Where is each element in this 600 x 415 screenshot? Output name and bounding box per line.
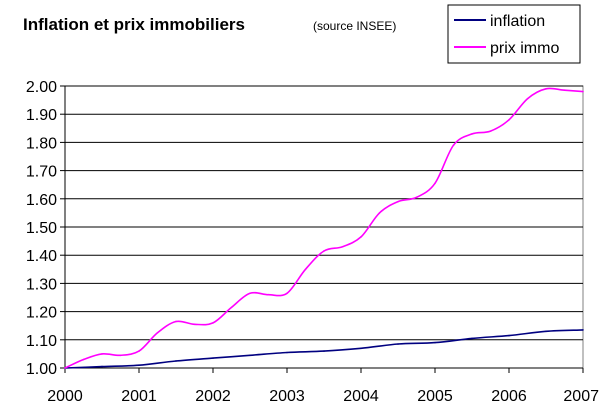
data-point-prix-immo — [156, 331, 159, 334]
x-tick-label: 2002 — [195, 388, 231, 405]
y-axis: 1.00 1.10 1.20 1.30 1.40 1.50 1.60 1.70 1.80 1.90… — [26, 79, 66, 378]
data-point-prix-immo — [175, 320, 177, 323]
x-tick-label: 2004 — [343, 388, 379, 405]
series-lines — [64, 87, 584, 369]
legend-label-inflation: inflation — [490, 13, 545, 30]
data-point-inflation — [212, 357, 214, 359]
x-tick-label: 2005 — [417, 388, 453, 405]
x-tick-label: 2000 — [47, 388, 83, 405]
data-point-inflation — [545, 330, 547, 333]
y-tick-label: 1.80 — [26, 135, 57, 152]
x-tick-label: 2006 — [491, 388, 527, 405]
data-point-prix-immo — [489, 130, 492, 132]
data-point-prix-immo — [434, 182, 436, 185]
data-point-inflation — [286, 351, 288, 354]
y-tick-label: 1.60 — [26, 192, 57, 209]
data-point-inflation — [397, 343, 399, 345]
y-tick-label: 1.10 — [26, 333, 57, 350]
data-point-inflation — [582, 329, 584, 331]
data-point-inflation — [138, 364, 140, 366]
data-point-prix-immo — [582, 90, 584, 93]
y-tick-label: 1.00 — [26, 361, 57, 378]
data-point-prix-immo — [508, 119, 510, 121]
data-point-prix-immo — [286, 292, 288, 295]
y-tick-label: 1.30 — [26, 276, 57, 293]
data-point-prix-immo — [119, 354, 122, 357]
data-point-inflation — [323, 350, 325, 352]
data-point-prix-immo — [304, 268, 307, 271]
data-point-prix-immo — [193, 323, 196, 326]
data-point-prix-immo — [138, 350, 140, 352]
y-tick-label: 1.40 — [26, 248, 57, 265]
data-point-prix-immo — [323, 250, 325, 252]
grid-lines — [65, 85, 583, 341]
data-point-prix-immo — [82, 358, 85, 361]
data-point-prix-immo — [563, 89, 566, 92]
x-axis: 2000 2001 2002 2003 2004 2005 2006 2007 — [47, 367, 599, 405]
data-point-prix-immo — [545, 88, 547, 90]
data-point-inflation — [249, 354, 251, 357]
data-point-prix-immo — [471, 133, 473, 135]
legend: inflation prix immo — [447, 4, 581, 64]
legend-box — [447, 4, 581, 64]
data-point-prix-immo — [341, 245, 344, 248]
chart-subtitle: (source INSEE) — [313, 19, 396, 33]
data-point-prix-immo — [101, 353, 103, 355]
data-point-inflation — [434, 341, 436, 344]
x-tick-label: 2001 — [121, 388, 157, 405]
data-point-prix-immo — [249, 292, 251, 295]
y-tick-label: 1.70 — [26, 164, 57, 181]
data-point-inflation — [175, 360, 177, 362]
data-point-inflation — [471, 337, 473, 340]
data-point-prix-immo — [397, 200, 399, 203]
data-point-prix-immo — [267, 293, 270, 296]
data-point-prix-immo — [452, 144, 455, 147]
y-tick-label: 1.90 — [26, 107, 57, 124]
data-point-prix-immo — [64, 367, 66, 369]
data-point-prix-immo — [360, 236, 362, 238]
data-point-prix-immo — [526, 97, 529, 100]
x-tick-label: 2007 — [563, 388, 599, 405]
y-tick-label: 1.50 — [26, 220, 57, 237]
data-point-inflation — [360, 347, 362, 350]
data-point-prix-immo — [378, 212, 381, 214]
legend-label-prix-immo: prix immo — [490, 40, 559, 57]
y-tick-label: 2.00 — [26, 79, 57, 96]
data-point-inflation — [101, 365, 103, 368]
x-tick-label: 2003 — [269, 388, 305, 405]
data-point-prix-immo — [230, 306, 233, 309]
y-tick-label: 1.20 — [26, 305, 57, 322]
chart-title: Inflation et prix immobiliers — [23, 15, 245, 34]
data-point-inflation — [508, 334, 510, 337]
data-point-prix-immo — [415, 196, 418, 199]
data-point-prix-immo — [212, 322, 214, 324]
